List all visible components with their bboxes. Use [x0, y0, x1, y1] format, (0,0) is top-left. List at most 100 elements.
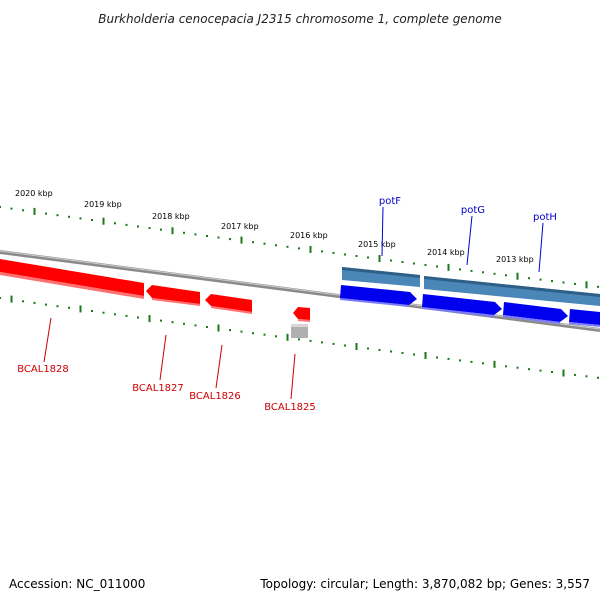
tick-outer-major	[585, 281, 588, 289]
tick-outer-minor	[344, 253, 346, 256]
tick-outer-major	[378, 255, 381, 262]
tick-inner-major	[355, 343, 358, 350]
tick-outer-minor	[390, 259, 392, 262]
tick-outer-minor	[286, 245, 289, 248]
tick-row-inner	[0, 295, 599, 379]
tick-inner-minor	[597, 376, 599, 379]
tick-outer-minor	[22, 209, 24, 212]
tick-outer-minor	[551, 280, 553, 282]
tick-outer-minor	[401, 261, 404, 263]
tick-inner-minor	[436, 356, 438, 359]
tick-outer-minor	[493, 272, 496, 275]
tick-outer-minor	[482, 271, 484, 274]
tick-inner-minor	[240, 330, 243, 333]
tick-inner-minor	[114, 313, 116, 316]
tick-inner-major	[424, 352, 427, 359]
tick-outer-minor	[470, 269, 473, 272]
gene-BCAL1827[interactable]	[146, 285, 200, 306]
tick-label-2013: 2013 kbp	[496, 255, 534, 264]
tick-outer-minor	[505, 274, 507, 277]
tick-outer-minor	[206, 235, 208, 237]
topology-label: Topology: circular; Length: 3,870,082 bp…	[260, 577, 590, 591]
tick-label-2020: 2020 kbp	[15, 189, 53, 198]
gene-next-forward[interactable]	[569, 309, 600, 327]
tick-outer-major	[171, 227, 174, 235]
tick-inner-minor	[551, 371, 553, 373]
map-title: Burkholderia cenocepacia J2315 chromosom…	[98, 12, 501, 26]
tick-inner-minor	[309, 339, 312, 342]
tick-inner-minor	[56, 305, 59, 308]
tick-outer-minor	[0, 206, 1, 208]
tick-outer-minor	[79, 217, 82, 220]
tick-outer-minor	[424, 264, 427, 266]
gene-labels: BCAL1828 BCAL1827 BCAL1826 BCAL1825 potF…	[17, 196, 557, 413]
tick-inner-minor	[344, 344, 346, 347]
tick-labels: 2020 kbp 2019 kbp 2018 kbp 2017 kbp 2016…	[15, 189, 534, 264]
tick-outer-minor	[459, 268, 461, 271]
tick-outer-major	[102, 217, 105, 225]
tick-outer-minor	[56, 214, 59, 217]
tick-outer-minor	[148, 227, 151, 230]
gene-label-BCAL1827: BCAL1827	[132, 383, 184, 394]
gene-label-potH: potH	[533, 212, 557, 223]
gene-BCAL1825-pseudo-block	[291, 324, 308, 338]
gene-BCAL1828[interactable]	[0, 259, 144, 299]
gene-label-potG: potG	[461, 205, 485, 216]
accession-label: Accession: NC_011000	[9, 577, 146, 591]
tick-outer-minor	[229, 238, 231, 241]
tick-inner-minor	[505, 365, 507, 368]
tick-outer-minor	[68, 215, 70, 218]
tick-outer-major	[309, 245, 312, 253]
tick-outer-minor	[275, 244, 277, 247]
tick-outer-minor	[217, 236, 220, 239]
tick-label-2016: 2016 kbp	[290, 231, 328, 240]
tick-outer-minor	[562, 281, 565, 284]
tick-inner-major	[148, 315, 151, 323]
tick-inner-major	[493, 360, 496, 368]
forward-band	[342, 267, 600, 306]
tick-outer-minor	[160, 228, 162, 231]
tick-inner-major	[10, 295, 13, 303]
gene-BCAL1826[interactable]	[205, 294, 252, 314]
backbone-arc	[0, 250, 600, 332]
tick-inner-major	[217, 324, 220, 332]
tick-outer-minor	[183, 231, 185, 234]
gene-BCAL1825[interactable]	[293, 307, 310, 322]
tick-inner-minor	[447, 357, 450, 360]
tick-inner-minor	[68, 306, 70, 309]
tick-inner-minor	[332, 342, 335, 345]
tick-outer-major	[33, 207, 36, 215]
tick-inner-minor	[102, 311, 105, 314]
tick-inner-minor	[482, 362, 484, 365]
tick-outer-minor	[321, 250, 323, 253]
gene-label-potF: potF	[379, 196, 401, 207]
tick-inner-minor	[22, 300, 24, 303]
tick-label-2018: 2018 kbp	[152, 212, 190, 221]
tick-inner-minor	[378, 349, 381, 351]
tick-inner-minor	[574, 373, 576, 376]
tick-outer-minor	[10, 207, 13, 210]
tick-outer-major	[447, 263, 450, 271]
tick-inner-minor	[171, 321, 174, 324]
tick-label-2015: 2015 kbp	[358, 240, 396, 249]
label-leaders	[43, 206, 544, 400]
tick-inner-minor	[367, 347, 369, 350]
tick-inner-minor	[528, 368, 530, 371]
gene-label-BCAL1828: BCAL1828	[17, 364, 69, 375]
gene-potF[interactable]	[340, 285, 417, 307]
tick-inner-minor	[413, 353, 415, 356]
gene-potG[interactable]	[422, 294, 502, 317]
tick-inner-minor	[160, 319, 162, 322]
tick-label-2017: 2017 kbp	[221, 222, 259, 231]
tick-outer-minor	[125, 223, 128, 226]
tick-label-2014: 2014 kbp	[427, 248, 465, 257]
tick-inner-major	[79, 305, 82, 313]
tick-inner-minor	[125, 314, 128, 317]
gene-label-BCAL1826: BCAL1826	[189, 391, 241, 402]
tick-inner-minor	[401, 352, 404, 354]
gene-potH[interactable]	[503, 302, 568, 324]
tick-label-2019: 2019 kbp	[84, 200, 122, 209]
tick-outer-minor	[539, 278, 542, 281]
tick-outer-minor	[137, 225, 139, 228]
